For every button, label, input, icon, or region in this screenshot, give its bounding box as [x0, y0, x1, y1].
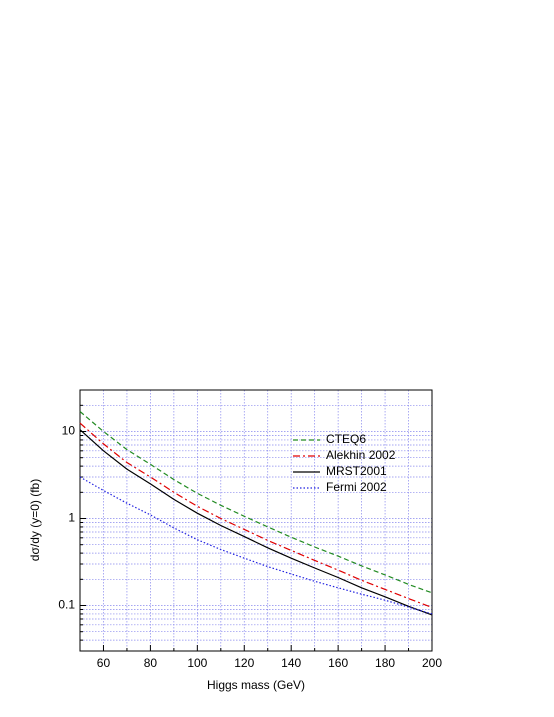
x-axis-label: Higgs mass (GeV): [207, 678, 305, 692]
y-tick-label: 1: [68, 511, 75, 525]
y-tick-label: 10: [62, 424, 76, 438]
series-line: [79, 411, 433, 594]
legend-label: MRST2001: [326, 464, 387, 478]
x-tick-label: 60: [97, 656, 111, 670]
legend-label: CTEQ6: [326, 432, 366, 446]
x-tick-label: 120: [234, 656, 254, 670]
x-tick-label: 140: [281, 656, 301, 670]
x-tick-label: 200: [422, 656, 442, 670]
series-line: [79, 429, 433, 616]
y-axis-label: dσ/dy (y=0) (fb): [28, 479, 42, 561]
legend-label: Alekhin 2002: [326, 448, 396, 462]
plot-frame: [79, 389, 433, 652]
legend-label: Fermi 2002: [326, 480, 387, 494]
series-line: [79, 476, 433, 615]
series-line: [79, 422, 433, 608]
x-tick-label: 100: [187, 656, 207, 670]
y-tick-label: 0.1: [58, 598, 75, 612]
x-tick-label: 160: [328, 656, 348, 670]
x-tick-label: 80: [144, 656, 158, 670]
x-tick-label: 180: [375, 656, 395, 670]
